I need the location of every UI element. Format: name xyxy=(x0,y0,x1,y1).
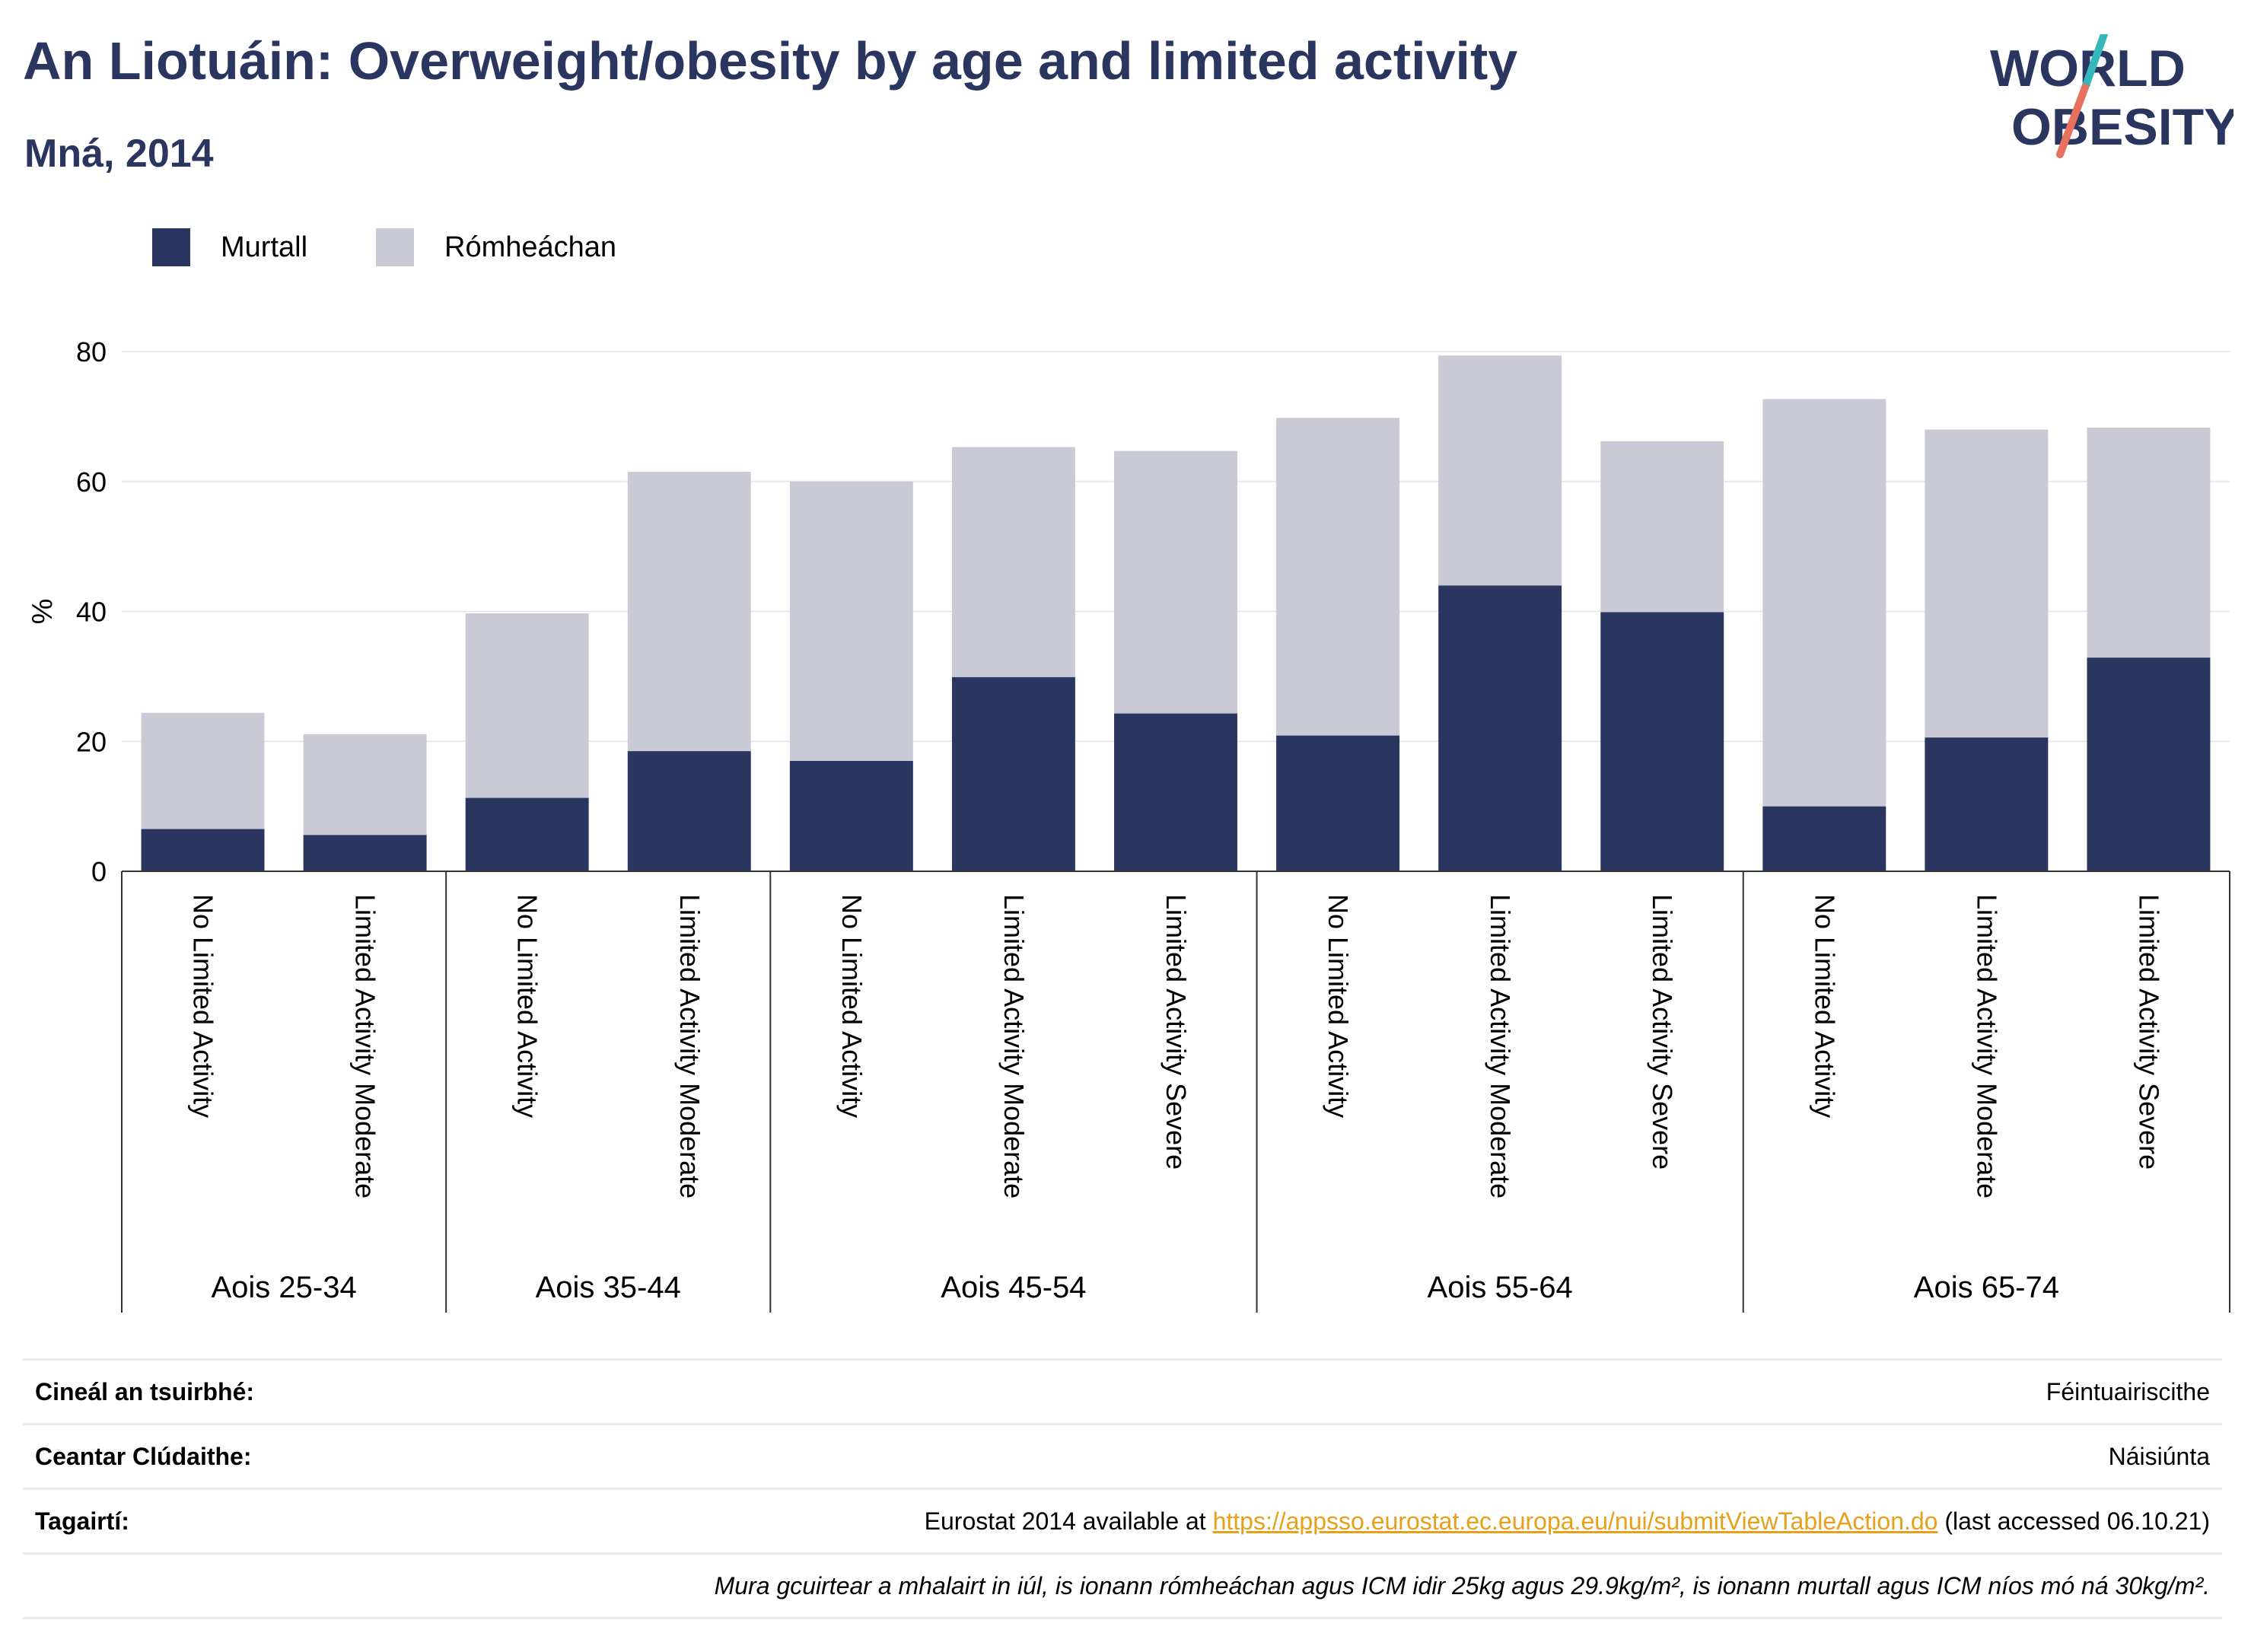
bar-romheachan xyxy=(1925,429,2049,738)
group-label: Aois 35-44 xyxy=(536,1271,681,1304)
category-label: Limited Activity Severe xyxy=(2133,894,2164,1170)
meta-row-survey: Cineál an tsuirbhé: Féintuairiscithe xyxy=(23,1358,2222,1423)
bar-romheachan xyxy=(627,472,751,752)
group-label: Aois 55-64 xyxy=(1428,1271,1573,1304)
references-suffix: (last accessed 06.10.21) xyxy=(1937,1507,2210,1535)
category-label: No Limited Activity xyxy=(512,894,543,1118)
y-tick-label: 0 xyxy=(91,856,107,887)
bar-murtall xyxy=(1114,713,1237,871)
definition-note: Mura gcuirtear a mhalairt in iúl, is ion… xyxy=(714,1571,2210,1599)
y-tick-label: 80 xyxy=(76,336,107,368)
bar-romheachan xyxy=(303,734,427,836)
logo-slash-teal xyxy=(2081,34,2108,91)
bar-murtall xyxy=(789,760,913,871)
bar-murtall xyxy=(465,797,589,871)
chart-legend: Murtall Rómheáchan xyxy=(152,228,685,266)
metadata-table: Cineál an tsuirbhé: Féintuairiscithe Cea… xyxy=(23,1358,2222,1619)
bar-murtall xyxy=(951,676,1075,871)
y-axis-label: % xyxy=(27,599,59,625)
legend-label-romheachan: Rómheáchan xyxy=(444,231,617,263)
bar-murtall xyxy=(2087,657,2211,871)
y-tick-label: 40 xyxy=(76,597,107,628)
bar-romheachan xyxy=(1438,355,1562,586)
logo-line2: OBESITY xyxy=(2011,98,2233,156)
bar-murtall xyxy=(1762,806,1886,871)
legend-item-romheachan[interactable]: Rómheáchan xyxy=(376,228,616,266)
legend-swatch-murtall xyxy=(152,228,190,266)
logo-slash-coral xyxy=(2056,84,2089,158)
bar-romheachan xyxy=(1114,450,1237,714)
bar-murtall xyxy=(1600,612,1724,871)
legend-swatch-romheachan xyxy=(376,228,415,266)
group-label: Aois 45-54 xyxy=(941,1271,1086,1304)
bar-romheachan xyxy=(789,481,913,761)
references-value: Eurostat 2014 available at https://appss… xyxy=(925,1507,2210,1536)
bar-murtall xyxy=(627,751,751,871)
category-label: Limited Activity Severe xyxy=(1161,894,1192,1170)
category-label: Limited Activity Moderate xyxy=(1971,894,2002,1198)
page-subtitle: Mná, 2014 xyxy=(24,132,214,176)
coverage-label: Ceantar Clúdaithe: xyxy=(35,1442,252,1470)
coverage-value: Náisiúnta xyxy=(2108,1442,2210,1470)
y-tick-label: 20 xyxy=(76,726,107,757)
bar-romheachan xyxy=(951,447,1075,677)
meta-row-note: Mura gcuirtear a mhalairt in iúl, is ion… xyxy=(23,1552,2222,1619)
bar-murtall xyxy=(1925,737,2049,871)
legend-label-murtall: Murtall xyxy=(221,231,308,263)
meta-row-references: Tagairtí: Eurostat 2014 available at htt… xyxy=(23,1488,2222,1552)
category-label: Limited Activity Moderate xyxy=(1485,894,1516,1198)
bar-murtall xyxy=(1438,585,1562,871)
bar-romheachan xyxy=(2087,427,2211,658)
stacked-bar-chart: 0 20 40 60 80% No Limited Activity Limited Act… xyxy=(27,336,2230,1313)
bar-murtall xyxy=(141,829,265,871)
category-label: Limited Activity Moderate xyxy=(674,894,705,1198)
references-link[interactable]: https://appsso.eurostat.ec.europa.eu/nui… xyxy=(1212,1507,1938,1535)
legend-item-murtall[interactable]: Murtall xyxy=(152,228,307,266)
category-label: Limited Activity Severe xyxy=(1647,894,1678,1170)
category-label: No Limited Activity xyxy=(1323,894,1354,1118)
bar-murtall xyxy=(1276,735,1400,871)
bar-murtall xyxy=(303,835,427,871)
references-label: Tagairtí: xyxy=(35,1507,129,1535)
world-obesity-logo: WORLD OBESITY xyxy=(1990,34,2233,158)
category-label: No Limited Activity xyxy=(188,894,219,1118)
meta-row-coverage: Ceantar Clúdaithe: Náisiúnta xyxy=(23,1423,2222,1488)
bar-romheachan xyxy=(141,712,265,829)
group-label: Aois 65-74 xyxy=(1914,1271,2059,1304)
survey-label: Cineál an tsuirbhé: xyxy=(35,1377,255,1405)
bar-romheachan xyxy=(465,613,589,798)
category-label: Limited Activity Moderate xyxy=(350,894,381,1198)
y-tick-label: 60 xyxy=(76,466,107,498)
survey-value: Féintuairiscithe xyxy=(2046,1377,2210,1405)
category-label: No Limited Activity xyxy=(836,894,868,1118)
category-label: Limited Activity Moderate xyxy=(998,894,1030,1198)
references-prefix: Eurostat 2014 available at xyxy=(924,1507,1213,1535)
bar-romheachan xyxy=(1600,441,1724,613)
category-label: No Limited Activity xyxy=(1809,894,1840,1118)
bar-romheachan xyxy=(1762,399,1886,807)
page-title: An Liotuáin: Overweight/obesity by age a… xyxy=(23,31,1518,91)
group-label: Aois 25-34 xyxy=(211,1271,356,1304)
bar-romheachan xyxy=(1276,418,1400,736)
